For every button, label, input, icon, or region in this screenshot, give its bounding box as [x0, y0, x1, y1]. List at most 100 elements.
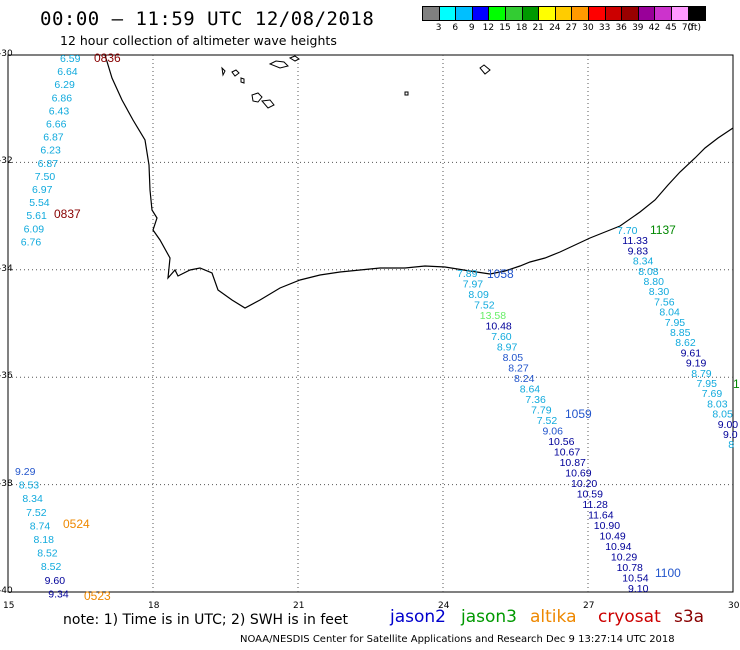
wave-height-value: 8.97 — [497, 342, 518, 354]
wave-height-value: 8.18 — [34, 534, 55, 546]
legend-label: 36 — [615, 23, 627, 33]
wave-height-value: 8.09 — [468, 289, 489, 301]
wave-height-value: 8 — [728, 439, 734, 451]
legend-label: 39 — [632, 23, 644, 33]
island-outline — [261, 99, 275, 109]
wave-height-value: 8.08 — [638, 266, 659, 278]
wave-height-value: 6.87 — [38, 158, 59, 170]
island-outline — [268, 60, 289, 69]
island-outline — [221, 66, 226, 77]
wave-height-value: 10.54 — [622, 573, 648, 585]
wave-height-value: 9.34 — [48, 588, 69, 600]
lon-tick-label: 27 — [583, 601, 595, 611]
wave-height-value: 8.04 — [659, 307, 680, 319]
lat-tick-label: -32 — [0, 156, 13, 167]
map-title: 00:00 – 11:59 UTC 12/08/2018 — [40, 8, 375, 30]
legend-swatch — [423, 7, 440, 20]
lon-tick-label: 18 — [148, 601, 160, 611]
legend-label: 12 — [482, 23, 495, 33]
wave-height-value: 10.69 — [565, 468, 591, 480]
legend-label: 70 — [681, 23, 694, 33]
wave-height-value: 9.06 — [543, 426, 564, 438]
time-label: 0524 — [63, 517, 90, 531]
wave-height-value: 11.28 — [582, 499, 608, 511]
lat-tick-label: -34 — [0, 263, 13, 274]
wave-height-value: 8.30 — [649, 286, 670, 298]
lat-tick-label: -38 — [0, 478, 13, 489]
satellite-jason2: jason2 — [390, 607, 446, 627]
wave-height-value: 7.97 — [463, 279, 484, 291]
wave-height-value: 7.36 — [525, 394, 546, 406]
legend-swatch — [539, 7, 556, 20]
legend-swatch — [489, 7, 506, 20]
wave-height-value: 10.49 — [600, 531, 626, 543]
island-outline — [404, 91, 409, 96]
wave-height-value: 8.79 — [691, 368, 712, 380]
satellite-altika: altika — [530, 607, 577, 627]
legend-swatch — [671, 7, 689, 20]
wave-height-value: 7.69 — [702, 388, 723, 400]
wave-height-value: 8.74 — [30, 520, 51, 532]
map-subtitle: 12 hour collection of altimeter wave hei… — [60, 33, 337, 48]
edge-time-label: 1 — [733, 377, 740, 391]
legend-label: 24 — [549, 23, 561, 33]
wave-height-value: 8.80 — [644, 276, 665, 288]
wave-height-value: 6.87 — [43, 132, 64, 144]
wave-height-value: 8.24 — [514, 373, 535, 385]
legend-label: 15 — [499, 23, 511, 33]
island-outline — [231, 69, 240, 77]
credit-footer: NOAA/NESDIS Center for Satellite Applica… — [240, 634, 675, 645]
satellite-jason3: jason3 — [461, 607, 517, 627]
lat-tick-label: -36 — [0, 371, 13, 382]
satellite-s3a: s3a — [674, 607, 705, 627]
time-label: 0836 — [94, 51, 121, 65]
wave-height-value: 7.79 — [531, 405, 552, 417]
legend-swatch — [655, 7, 672, 20]
time-label: 1137 — [650, 223, 676, 237]
wave-height-value: 10.87 — [560, 457, 586, 469]
wave-height-value: 6.97 — [32, 184, 53, 196]
island-outline — [288, 55, 300, 62]
legend-label: 21 — [532, 23, 544, 33]
wave-height-value: 7.70 — [617, 225, 638, 237]
lon-tick-label: 21 — [293, 601, 305, 611]
wave-height-value: 8.05 — [712, 409, 733, 421]
legend-swatch — [456, 7, 473, 20]
wave-height-value: 7.95 — [697, 378, 718, 390]
wave-height-value: 10.20 — [571, 478, 597, 490]
legend-swatch — [688, 7, 706, 20]
legend-label: 27 — [565, 23, 578, 33]
time-label: 1059 — [565, 407, 592, 421]
wave-height-value: 10.67 — [554, 447, 580, 459]
legend-label: 42 — [648, 23, 661, 33]
wave-height-value: 9.0 — [723, 429, 738, 441]
legend-label: 33 — [598, 23, 611, 33]
lon-tick-label: 15 — [3, 601, 15, 611]
lon-tick-label: 30 — [728, 601, 740, 611]
wave-height-value: 6.66 — [46, 119, 67, 131]
lat-lon-grid — [8, 55, 733, 592]
wave-height-value: 6.43 — [49, 105, 70, 117]
wave-height-value: 9.83 — [628, 245, 649, 257]
legend-swatch — [555, 7, 573, 20]
legend-label: 9 — [468, 23, 475, 33]
legend-labels: 3 6 9 12 15 18 21 24 27 30 33 36 39 42 45 70 (ft) — [422, 21, 706, 35]
island-outline — [251, 92, 263, 103]
wave-height-value: 13.58 — [480, 310, 506, 322]
wave-height-value: 9.00 — [718, 419, 739, 431]
wave-height-value: 10.94 — [605, 541, 631, 553]
legend-swatch — [572, 7, 589, 20]
altimeter-tracks: 6.596.646.296.866.436.666.876.236.877.50… — [15, 51, 740, 603]
wave-height-value: 6.86 — [52, 92, 73, 104]
island-outline — [240, 77, 245, 84]
legend-label: 3 — [435, 23, 442, 33]
legend-label: 18 — [515, 23, 528, 33]
wave-height-value: 8.52 — [41, 561, 62, 573]
coastline-path — [104, 54, 734, 309]
wave-height-value: 7.52 — [474, 300, 495, 312]
time-label: 0837 — [54, 207, 81, 221]
island-outline — [479, 64, 491, 75]
legend-swatch — [472, 7, 490, 20]
wave-height-value: 7.60 — [491, 331, 512, 343]
